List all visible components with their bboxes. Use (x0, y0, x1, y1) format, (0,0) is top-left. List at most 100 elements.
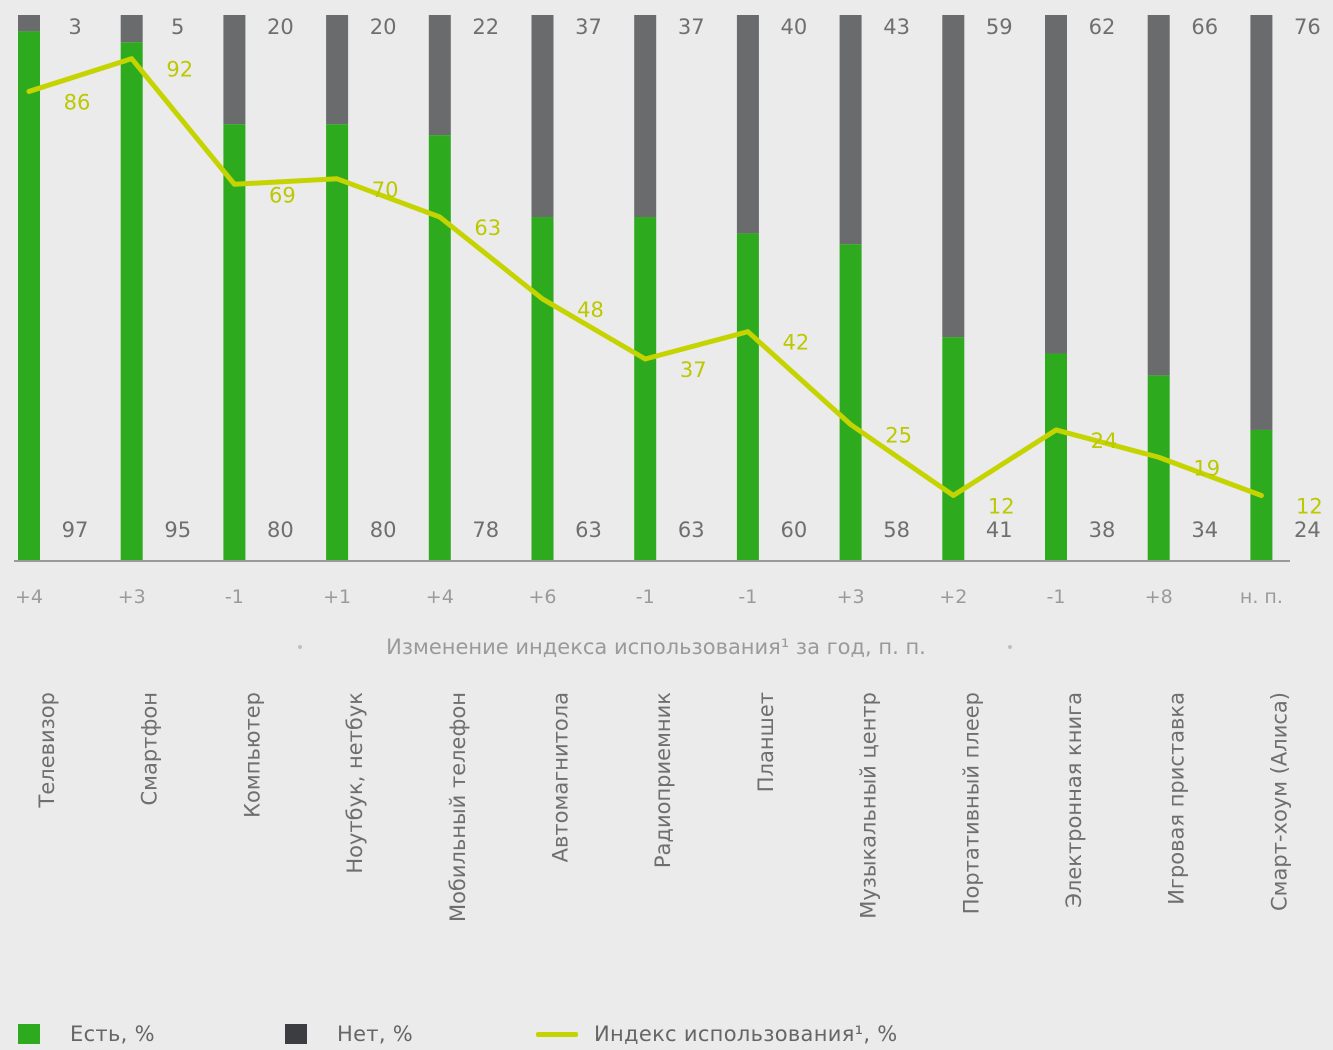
label-index-5: 48 (577, 298, 604, 322)
bar-no-0 (18, 15, 40, 32)
change-label-1: +3 (118, 586, 146, 608)
bar-no-6 (634, 15, 657, 218)
bar-no-12 (1250, 15, 1273, 430)
category-label-5: Автомагнитола (549, 692, 573, 862)
bar-no-7 (736, 15, 759, 234)
label-has-3: 80 (370, 518, 397, 542)
bar-has-4 (428, 135, 451, 561)
change-axis-dot-right (1008, 645, 1012, 649)
change-label-12: н. п. (1240, 586, 1283, 608)
change-axis-dot-left (298, 645, 302, 649)
label-has-0: 97 (62, 518, 89, 542)
bar-has-2 (223, 124, 246, 561)
legend-item-has: Есть, % (18, 1022, 155, 1046)
category-label-1: Смартфон (138, 692, 162, 805)
change-label-9: +2 (939, 586, 967, 608)
bar-has-1 (120, 42, 143, 562)
label-no-11: 66 (1191, 15, 1218, 39)
label-no-3: 20 (370, 15, 397, 39)
label-index-4: 63 (474, 216, 501, 240)
label-has-11: 34 (1191, 518, 1218, 542)
label-has-12: 24 (1294, 518, 1321, 542)
bar-no-5 (531, 15, 554, 218)
legend-item-index: Индекс использования¹, % (536, 1022, 898, 1046)
category-label-10: Электронная книга (1062, 692, 1086, 908)
change-label-2: -1 (225, 586, 244, 608)
label-has-9: 41 (986, 518, 1013, 542)
label-has-4: 78 (472, 518, 499, 542)
bar-has-7 (736, 233, 759, 561)
label-no-7: 40 (781, 15, 808, 39)
bar-no-1 (120, 15, 143, 43)
label-index-10: 24 (1091, 429, 1118, 453)
label-has-1: 95 (164, 518, 191, 542)
bar-no-10 (1045, 15, 1067, 354)
change-label-4: +4 (426, 586, 454, 608)
bar-no-8 (839, 15, 862, 245)
label-index-2: 69 (269, 183, 296, 207)
label-has-8: 58 (883, 518, 910, 542)
label-index-1: 92 (166, 58, 193, 82)
label-index-6: 37 (680, 358, 707, 382)
label-no-6: 37 (678, 15, 705, 39)
category-label-0: Телевизор (35, 692, 59, 808)
bar-has-0 (18, 31, 40, 561)
legend-label-has: Есть, % (70, 1022, 155, 1046)
change-label-0: +4 (15, 586, 43, 608)
line-index (26, 56, 1264, 498)
label-index-0: 86 (64, 90, 91, 114)
change-label-10: -1 (1047, 586, 1066, 608)
category-label-12: Смарт-хоум (Алиса) (1267, 692, 1291, 911)
category-label-8: Музыкальный центр (857, 692, 881, 919)
bar-has-11 (1147, 375, 1170, 561)
label-no-9: 59 (986, 15, 1013, 39)
change-label-8: +3 (837, 586, 865, 608)
label-has-2: 80 (267, 518, 294, 542)
label-no-10: 62 (1089, 15, 1116, 39)
bar-no-4 (428, 15, 451, 136)
label-no-1: 5 (171, 15, 184, 39)
legend-line-index (536, 1031, 578, 1037)
label-index-7: 42 (783, 331, 810, 355)
change-label-5: +6 (528, 586, 556, 608)
legend-swatch-has (18, 1024, 40, 1044)
category-label-7: Планшет (754, 692, 778, 792)
change-axis-title: Изменение индекса использования¹ за год,… (386, 635, 926, 659)
label-has-5: 63 (575, 518, 602, 542)
label-has-6: 63 (678, 518, 705, 542)
bar-has-6 (634, 217, 657, 561)
change-label-11: +8 (1145, 586, 1173, 608)
category-label-4: Мобильный телефон (446, 692, 470, 922)
chart-svg: 97 3 95 5 80 20 80 20 78 22 63 37 63 37 60 40 58 43 41 59 38… (14, 15, 1323, 922)
label-no-0: 3 (68, 15, 81, 39)
category-label-11: Игровая приставка (1165, 692, 1189, 905)
legend-swatch-no (285, 1024, 307, 1044)
bar-has-8 (839, 244, 862, 561)
label-no-5: 37 (575, 15, 602, 39)
label-has-7: 60 (781, 518, 808, 542)
label-has-10: 38 (1089, 518, 1116, 542)
category-label-9: Портативный плеер (959, 692, 983, 914)
bar-no-9 (942, 15, 965, 338)
change-label-6: -1 (636, 586, 655, 608)
legend: Есть, % Нет, % Индекс использования¹, % (0, 1016, 1333, 1050)
label-index-8: 25 (885, 424, 912, 448)
bar-has-9 (942, 337, 965, 561)
legend-item-no: Нет, % (285, 1022, 413, 1046)
category-label-2: Компьютер (240, 692, 264, 818)
bar-no-3 (326, 15, 349, 125)
bar-no-2 (223, 15, 246, 125)
bar-no-11 (1147, 15, 1170, 376)
label-no-2: 20 (267, 15, 294, 39)
label-index-9: 12 (988, 494, 1015, 518)
label-index-11: 19 (1193, 456, 1220, 480)
label-no-12: 76 (1294, 15, 1321, 39)
legend-label-no: Нет, % (337, 1022, 414, 1046)
category-label-3: Ноутбук, нетбук (343, 692, 367, 874)
label-index-3: 70 (372, 178, 399, 202)
change-label-7: -1 (738, 586, 757, 608)
bar-has-10 (1045, 353, 1067, 561)
change-label-3: +1 (323, 586, 351, 608)
bar-has-3 (326, 124, 349, 561)
